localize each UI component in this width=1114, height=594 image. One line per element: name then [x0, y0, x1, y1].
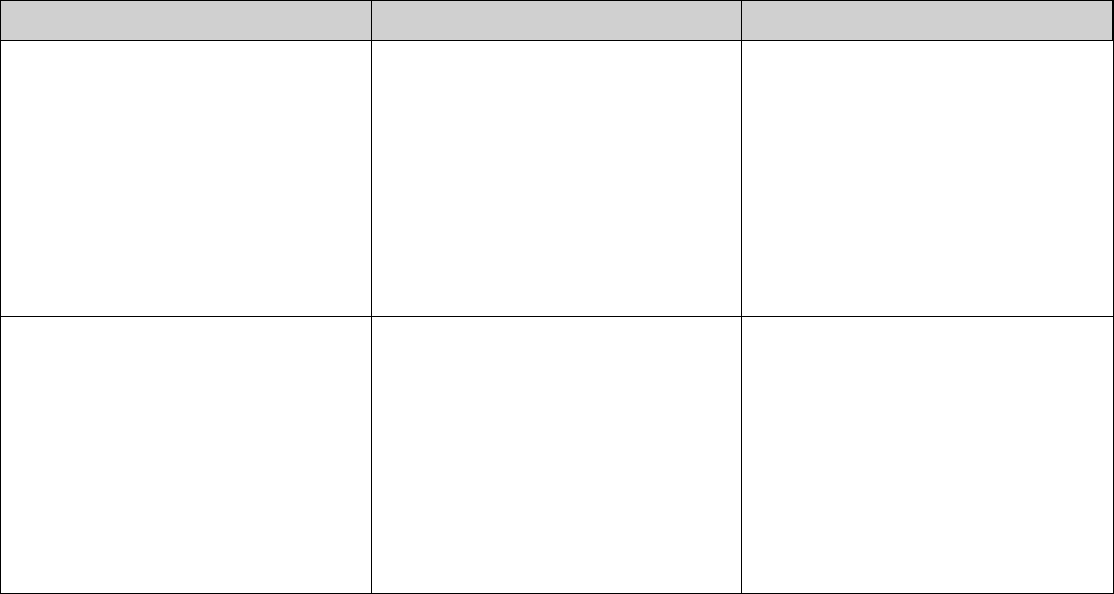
header-rb1 — [1, 1, 372, 41]
chart-cell-bottom-1 — [372, 317, 743, 593]
chart-cell-top-0 — [1, 41, 372, 317]
chart-bottom-0 — [15, 329, 357, 585]
chart-top-1 — [386, 53, 728, 308]
chart-bottom-2 — [756, 329, 1099, 585]
chart-cell-bottom-2 — [742, 317, 1113, 593]
chart-grid — [0, 0, 1114, 594]
chart-cell-top-1 — [372, 41, 743, 317]
chart-top-0 — [15, 53, 357, 308]
chart-top-2 — [756, 53, 1099, 308]
chart-bottom-1 — [386, 329, 728, 585]
header-rb2 — [372, 1, 743, 41]
chart-cell-bottom-0 — [1, 317, 372, 593]
chart-cell-top-2 — [742, 41, 1113, 317]
header-rb3 — [742, 1, 1113, 41]
